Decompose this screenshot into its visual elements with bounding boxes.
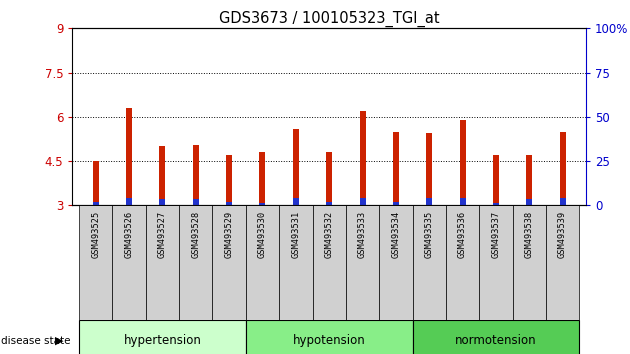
Bar [79, 320, 246, 354]
Text: GSM493527: GSM493527 [158, 211, 167, 258]
Bar [279, 205, 312, 320]
Bar [559, 198, 566, 205]
Bar [126, 198, 132, 205]
Text: GSM493526: GSM493526 [125, 211, 134, 258]
Title: GDS3673 / 100105323_TGI_at: GDS3673 / 100105323_TGI_at [219, 11, 440, 27]
Bar [226, 202, 232, 205]
Bar [526, 155, 532, 205]
Bar [260, 203, 265, 205]
Text: GSM493533: GSM493533 [358, 211, 367, 258]
Bar [493, 155, 499, 205]
Text: hypertension: hypertension [123, 334, 202, 347]
Text: GSM493531: GSM493531 [291, 211, 301, 258]
Bar [246, 320, 413, 354]
Bar [459, 198, 466, 205]
Bar [393, 132, 399, 205]
Bar [413, 320, 579, 354]
Bar [427, 198, 432, 205]
Bar [246, 205, 279, 320]
Bar [126, 108, 132, 205]
Bar [179, 205, 212, 320]
Bar [193, 145, 199, 205]
Text: normotension: normotension [455, 334, 537, 347]
Bar [413, 205, 446, 320]
Bar [360, 198, 365, 205]
Bar [93, 202, 99, 205]
Bar [393, 202, 399, 205]
Text: GSM493539: GSM493539 [558, 211, 567, 258]
Bar [312, 205, 346, 320]
Text: GSM493532: GSM493532 [324, 211, 334, 258]
Bar [546, 205, 579, 320]
Bar [146, 205, 179, 320]
Text: GSM493536: GSM493536 [458, 211, 467, 258]
Text: GSM493538: GSM493538 [525, 211, 534, 258]
Text: GSM493535: GSM493535 [425, 211, 433, 258]
Bar [427, 133, 432, 205]
Bar [93, 161, 99, 205]
Bar [293, 129, 299, 205]
Text: GSM493534: GSM493534 [391, 211, 400, 258]
Bar [379, 205, 413, 320]
Text: GSM493530: GSM493530 [258, 211, 267, 258]
Bar [559, 132, 566, 205]
Bar [526, 199, 532, 205]
Bar [326, 152, 332, 205]
Text: GSM493528: GSM493528 [192, 211, 200, 258]
Bar [79, 205, 113, 320]
Bar [260, 152, 265, 205]
Bar [212, 205, 246, 320]
Bar [360, 111, 365, 205]
Bar [493, 203, 499, 205]
Text: disease state: disease state [1, 336, 71, 346]
Text: ▶: ▶ [55, 336, 63, 346]
Text: hypotension: hypotension [293, 334, 365, 347]
Bar [159, 146, 166, 205]
Bar [226, 155, 232, 205]
Bar [479, 205, 513, 320]
Text: GSM493529: GSM493529 [225, 211, 234, 258]
Bar [113, 205, 146, 320]
Bar [513, 205, 546, 320]
Bar [346, 205, 379, 320]
Bar [446, 205, 479, 320]
Text: GSM493525: GSM493525 [91, 211, 100, 258]
Bar [193, 199, 199, 205]
Text: GSM493537: GSM493537 [491, 211, 500, 258]
Bar [159, 199, 166, 205]
Bar [459, 120, 466, 205]
Bar [326, 202, 332, 205]
Bar [293, 198, 299, 205]
